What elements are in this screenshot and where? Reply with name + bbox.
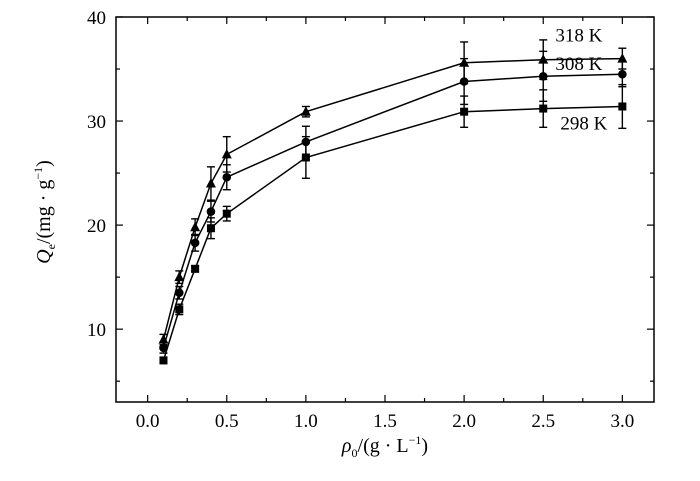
series-label: 308 K: [555, 54, 602, 75]
series-line: [162, 57, 623, 340]
series-line: [162, 105, 623, 361]
x-tick-label: 0.5: [215, 411, 239, 432]
data-point-square: [618, 102, 627, 111]
y-tick-label: 30: [87, 112, 106, 133]
axis-ticks: 0.0 0.5 1.0 1.5 2.0 2.5 3.0 10 20 30 40: [87, 8, 654, 432]
x-tick-label: 2.0: [452, 411, 476, 432]
data-point-circle: [538, 72, 548, 81]
y-tick-label: 10: [87, 320, 106, 341]
data-point-triangle: [174, 271, 185, 282]
data-point-square: [539, 104, 548, 113]
data-point-circle: [459, 77, 469, 86]
series-circle: 308 K: [159, 50, 627, 354]
data-point-triangle: [300, 106, 311, 116]
data-point-circle: [206, 207, 216, 216]
series-group: 318 K 308 K 298 K: [158, 26, 628, 365]
x-tick-label: 0.0: [136, 411, 160, 432]
series-square: 298 K: [159, 83, 627, 365]
data-point-circle: [174, 288, 184, 298]
data-point-circle: [190, 238, 200, 248]
data-point-circle: [159, 343, 168, 353]
data-point-triangle: [617, 53, 628, 63]
series-label: 298 K: [560, 113, 607, 134]
data-point-square: [159, 356, 168, 365]
data-point-square: [301, 153, 310, 162]
data-point-triangle: [221, 148, 232, 159]
data-point-circle: [222, 172, 232, 182]
x-tick-label: 1.5: [373, 411, 397, 432]
y-tick-label: 40: [87, 8, 106, 29]
data-point-square: [191, 264, 200, 273]
x-axis-label: ρ0/(g · L−1): [341, 433, 428, 460]
x-tick-label: 2.5: [531, 411, 555, 432]
x-tick-label: 3.0: [610, 411, 634, 432]
data-point-square: [206, 224, 215, 233]
data-point-circle: [618, 69, 627, 79]
x-tick-label: 1.0: [294, 411, 318, 432]
series-label: 318 K: [555, 26, 602, 47]
data-point-square: [222, 209, 231, 218]
y-tick-label: 20: [87, 216, 106, 237]
data-point-triangle: [190, 221, 201, 232]
data-point-square: [175, 305, 184, 314]
data-point-triangle: [205, 177, 216, 188]
data-point-square: [460, 107, 469, 116]
series-line: [162, 73, 623, 349]
y-axis-label: Qe/(mg · g−1): [31, 160, 58, 264]
